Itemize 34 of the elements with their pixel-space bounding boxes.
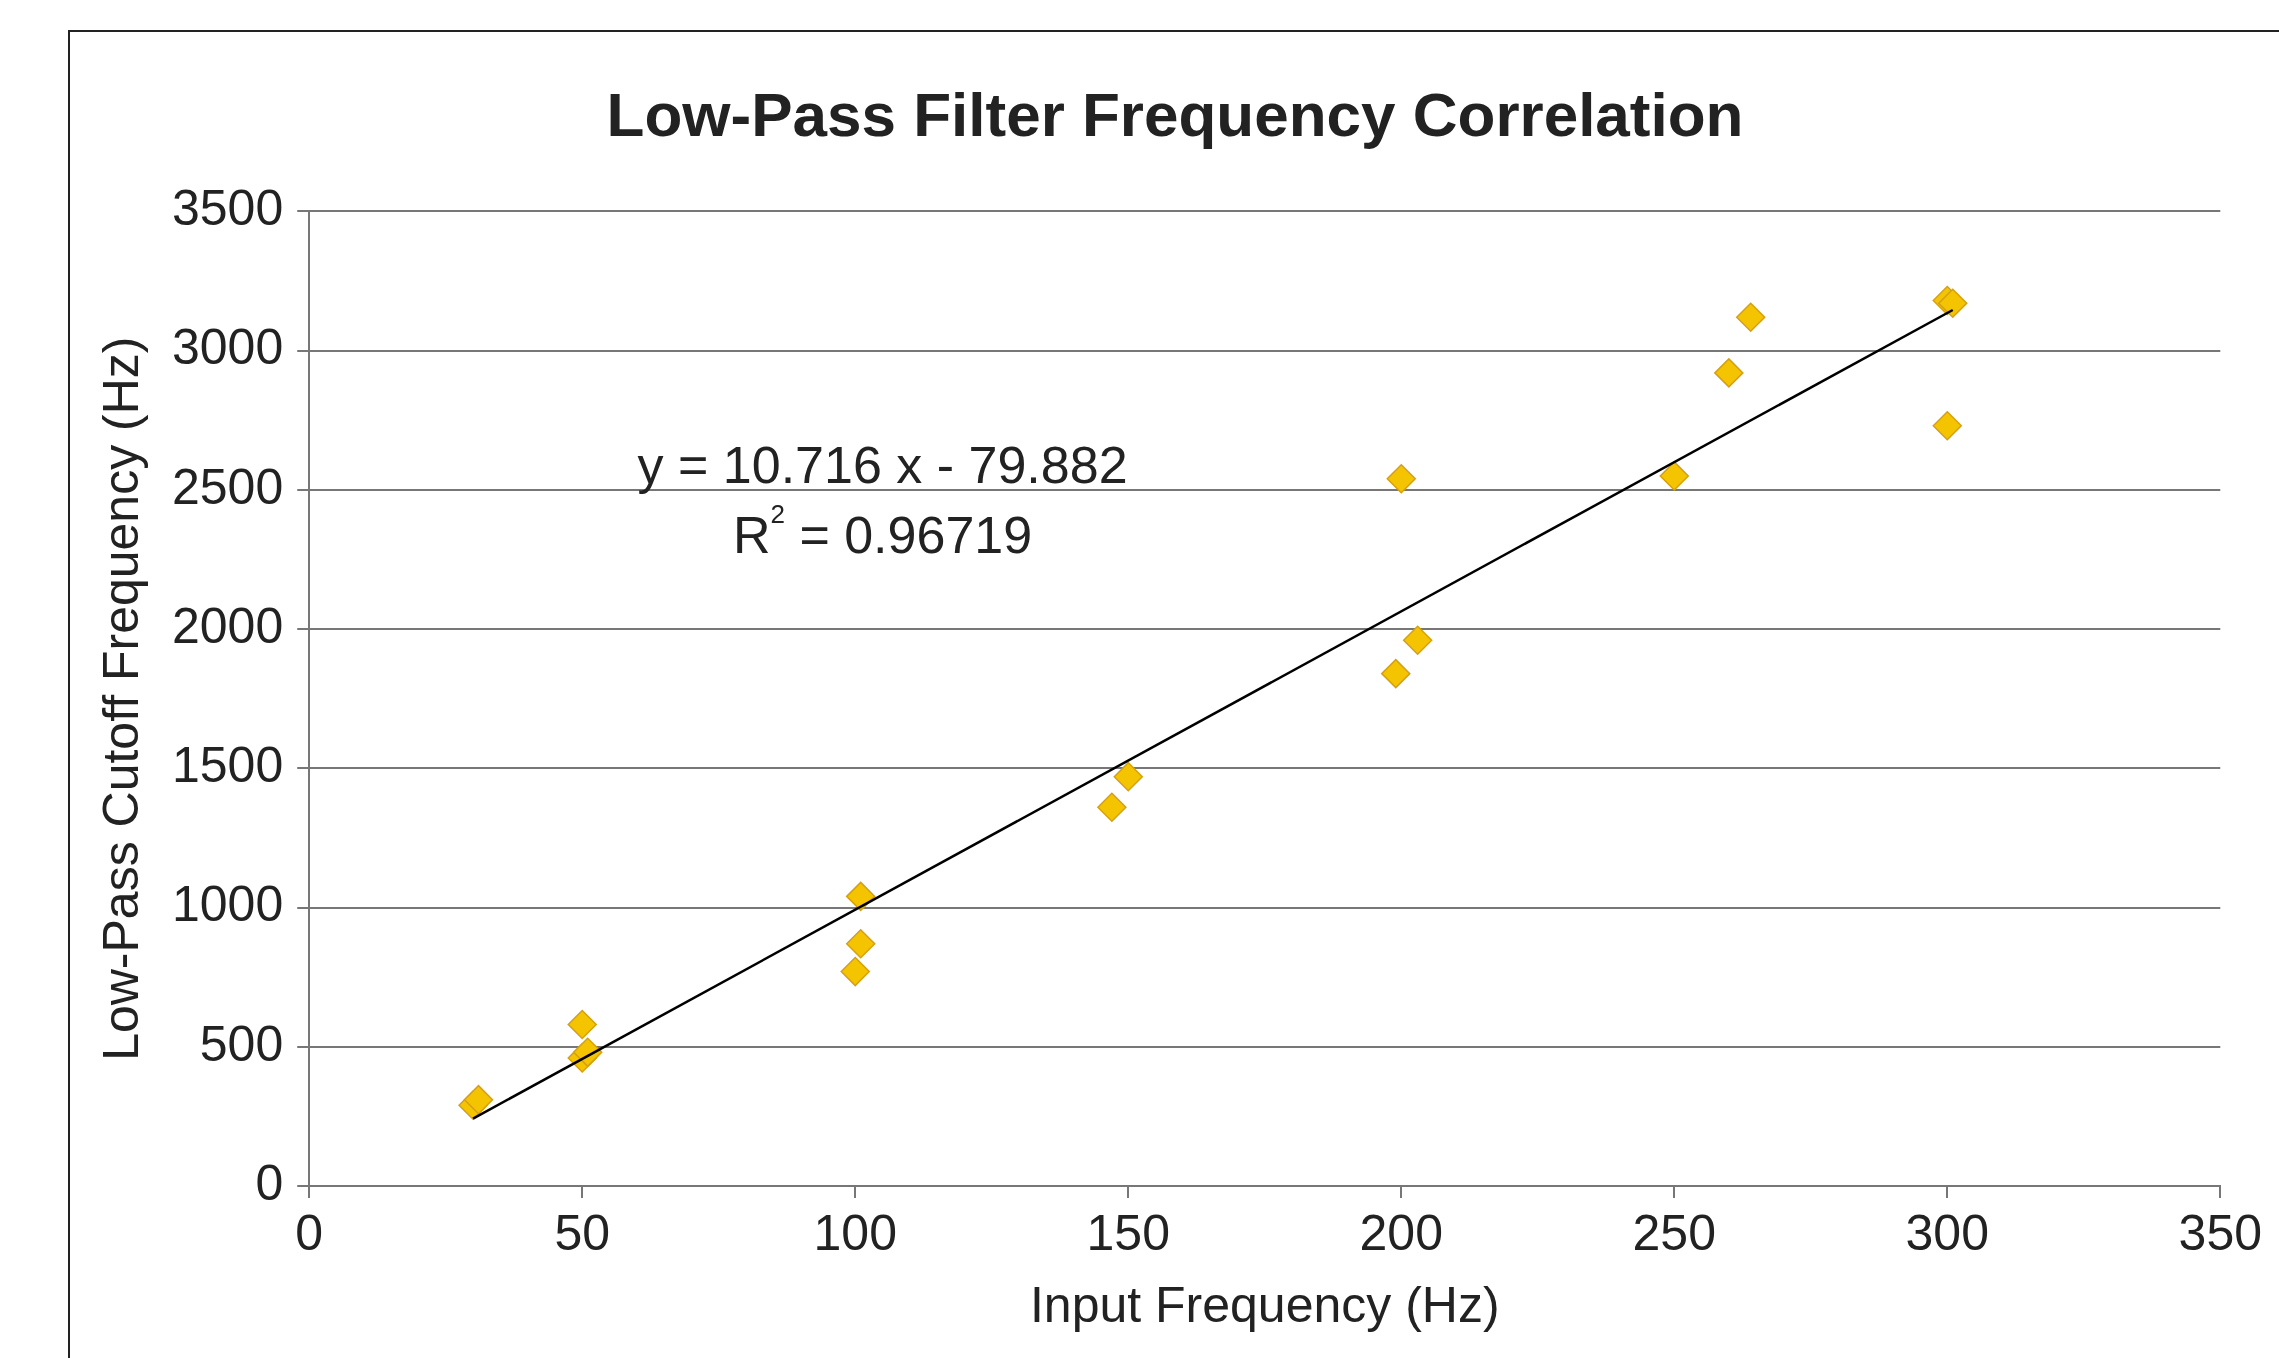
annotation: y = 10.716 x - 79.882 (637, 436, 1128, 495)
y-tick-label: 1000 (172, 876, 284, 933)
y-tick-label: 500 (199, 1015, 284, 1072)
point (463, 1084, 494, 1115)
y-tick-label: 0 (255, 1154, 284, 1211)
x-tick-label: 150 (1086, 1204, 1170, 1261)
x-tick-label: 100 (813, 1204, 897, 1261)
point (1932, 411, 1963, 441)
point (1381, 658, 1411, 689)
point (1113, 761, 1144, 792)
x-tick-label: 0 (295, 1204, 324, 1261)
point (1659, 461, 1690, 491)
point (567, 1009, 597, 1040)
y-tick-label: 2000 (172, 597, 284, 654)
y-tick-label: 1500 (172, 737, 284, 794)
y-tick-label: 2500 (172, 458, 284, 515)
point (840, 956, 870, 987)
y-axis-title: Low-Pass Cutoff Frequency (Hz) (92, 336, 149, 1061)
point (1402, 625, 1433, 655)
x-axis-title: Input Frequency (Hz) (1029, 1276, 1500, 1333)
x-tick-label: 250 (1632, 1204, 1716, 1261)
point (1386, 463, 1417, 494)
y-tick-label: 3000 (172, 319, 284, 376)
y-tick-label: 3500 (172, 180, 284, 237)
x-tick-label: 300 (1905, 1204, 1989, 1261)
x-tick-label: 200 (1359, 1204, 1443, 1261)
chart-title: Low-Pass Filter Frequency Correlation (606, 80, 1744, 150)
x-tick-label: 350 (2178, 1204, 2263, 1261)
point (1097, 792, 1127, 823)
point (845, 881, 876, 912)
x-tick-label: 50 (554, 1204, 611, 1261)
point (1735, 302, 1766, 332)
point (1714, 358, 1744, 388)
point (845, 928, 876, 959)
